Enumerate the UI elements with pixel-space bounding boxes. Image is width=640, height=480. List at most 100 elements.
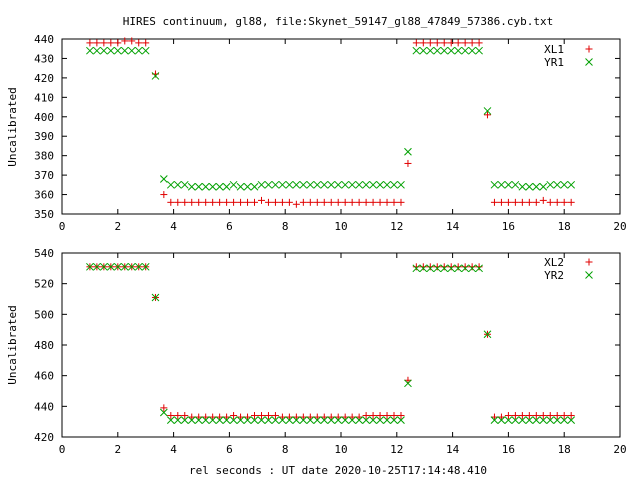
data-point (201, 182, 210, 191)
y-tick-label: 540 (34, 247, 54, 260)
data-point (251, 198, 259, 206)
data-point (114, 39, 122, 47)
data-point (390, 416, 398, 424)
data-point (107, 39, 115, 47)
data-point (194, 416, 203, 424)
data-point (504, 416, 513, 424)
data-point (135, 39, 143, 47)
data-point (250, 182, 259, 191)
data-point (497, 180, 506, 189)
data-point (511, 180, 520, 189)
x-tick-label: 14 (446, 443, 460, 456)
data-point (320, 413, 328, 421)
x-tick-label: 0 (59, 220, 66, 233)
x-tick-label: 6 (226, 220, 233, 233)
data-point (327, 413, 335, 421)
data-point (215, 416, 224, 424)
data-point (376, 416, 384, 424)
data-point (390, 412, 398, 420)
y-tick-label: 460 (34, 370, 54, 383)
y-tick-label: 370 (34, 169, 54, 182)
data-point (222, 182, 231, 191)
data-point (412, 39, 420, 47)
data-point (141, 262, 150, 271)
data-point (292, 413, 300, 421)
y-tick-label: 400 (34, 111, 54, 124)
data-point (208, 182, 217, 191)
data-point (433, 264, 442, 273)
data-point (166, 180, 175, 189)
y-tick-label: 410 (34, 91, 54, 104)
x-tick-label: 6 (226, 443, 233, 456)
x-tick-label: 18 (558, 220, 571, 233)
data-point (475, 264, 483, 273)
data-point (237, 413, 245, 421)
data-point (454, 264, 463, 273)
data-point (216, 198, 224, 206)
data-point (223, 413, 231, 421)
data-point (454, 39, 462, 47)
data-point (426, 264, 435, 273)
data-point (128, 37, 136, 45)
data-point (567, 416, 576, 424)
data-point (525, 416, 534, 424)
data-point (504, 198, 512, 206)
data-point (419, 264, 428, 273)
data-point (174, 412, 182, 420)
data-point (195, 413, 203, 421)
legend-marker (585, 271, 593, 279)
bottom-panel: Uncalibrated 0 2 4 6 8 10 12 14 16 18 20 420 440 460 4… (6, 247, 627, 456)
data-point (383, 416, 391, 424)
data-point (490, 198, 498, 206)
data-point (355, 180, 363, 189)
x-tick-label: 14 (446, 220, 460, 233)
data-point (229, 416, 238, 424)
y-tick-label: 390 (34, 130, 54, 143)
data-point (404, 159, 412, 167)
data-point (306, 198, 314, 206)
data-point (497, 416, 506, 424)
data-point (525, 412, 533, 420)
data-point (216, 413, 224, 421)
y-tick-label: 440 (34, 400, 54, 413)
data-point (271, 412, 279, 420)
data-point (525, 182, 534, 191)
x-tick-label: 16 (502, 443, 515, 456)
data-point (341, 180, 350, 189)
data-point (202, 413, 210, 421)
data-point (264, 198, 272, 206)
y-tick-label: 380 (34, 150, 54, 163)
data-point (320, 180, 329, 189)
data-point (390, 180, 398, 189)
legend-marker (585, 258, 593, 266)
data-point (490, 180, 499, 189)
data-point (299, 198, 307, 206)
data-point (553, 412, 561, 420)
data-point (120, 262, 129, 271)
data-point (120, 46, 129, 55)
data-point (306, 416, 315, 424)
data-point (236, 182, 245, 191)
data-point (461, 46, 470, 55)
data-point (334, 180, 343, 189)
data-point (355, 413, 363, 421)
data-point (560, 198, 568, 206)
x-tick-label: 2 (114, 220, 121, 233)
data-point (278, 413, 286, 421)
data-point (230, 412, 238, 420)
data-point (369, 412, 377, 420)
data-point (174, 198, 182, 206)
data-point (475, 46, 483, 55)
data-point (369, 416, 377, 424)
data-point (271, 180, 280, 189)
data-point (313, 413, 321, 421)
series-yr2 (86, 262, 576, 424)
data-point (243, 182, 252, 191)
data-point (362, 198, 370, 206)
data-point (93, 46, 101, 55)
data-point (468, 263, 476, 271)
data-point (532, 412, 540, 420)
data-point (553, 416, 562, 424)
data-point (412, 263, 420, 271)
